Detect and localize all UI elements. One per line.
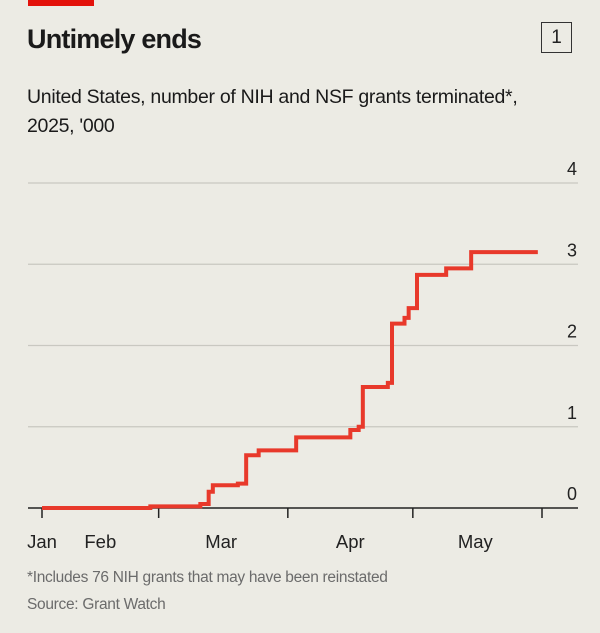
x-tick-label: Apr: [336, 531, 365, 552]
y-tick-label: 3: [567, 240, 577, 260]
x-tick-label: Jan: [27, 531, 57, 552]
y-tick-label: 1: [567, 403, 577, 423]
source-note: Source: Grant Watch: [27, 596, 166, 613]
chart-number-badge: 1: [541, 22, 572, 53]
y-tick-label: 4: [567, 159, 577, 179]
x-tick-label: Mar: [205, 531, 237, 552]
brand-bar: [28, 0, 94, 6]
chart-subtitle: United States, number of NIH and NSF gra…: [27, 86, 518, 137]
y-tick-label: 2: [567, 322, 577, 342]
y-tick-label: 0: [567, 484, 577, 504]
series-line: [42, 250, 538, 510]
x-tick-label: May: [458, 531, 494, 552]
chart-title: Untimely ends: [27, 24, 202, 54]
footnote: *Includes 76 NIH grants that may have be…: [27, 569, 388, 586]
x-tick-label: Feb: [84, 531, 116, 552]
